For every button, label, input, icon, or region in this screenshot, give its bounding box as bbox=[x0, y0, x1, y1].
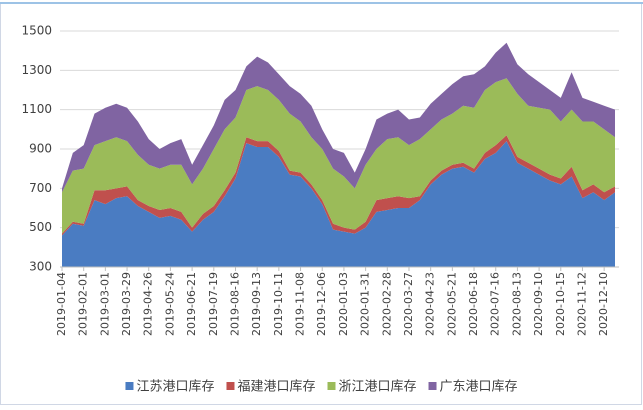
x-tick-label: 2020-01-31 bbox=[359, 272, 372, 336]
x-tick-label: 2020-04-23 bbox=[424, 272, 437, 336]
x-tick-label: 2019-12-06 bbox=[315, 272, 328, 336]
area bbox=[62, 78, 615, 234]
x-tick-label: 2019-03-01 bbox=[98, 272, 111, 336]
x-tick-label: 2019-07-19 bbox=[207, 272, 220, 336]
x-tick-label: 2020-03-27 bbox=[402, 272, 415, 336]
legend-label: 广东港口库存 bbox=[440, 379, 518, 395]
x-tick-label: 2019-05-24 bbox=[163, 272, 176, 336]
x-tick-label: 2019-10-11 bbox=[272, 272, 285, 336]
x-tick-label: 2020-01-03 bbox=[337, 272, 350, 336]
legend-swatch bbox=[428, 382, 437, 390]
legend: 江苏港口库存 福建港口库存 浙江港口库存 广东港口库存 bbox=[125, 379, 518, 395]
x-tick-label: 2020-09-10 bbox=[532, 272, 545, 336]
area bbox=[62, 42, 615, 193]
x-tick-label: 2019-09-13 bbox=[250, 272, 263, 336]
legend-swatch bbox=[226, 382, 235, 390]
x-tick-label: 2019-03-29 bbox=[120, 272, 133, 336]
y-tick-label: 1500 bbox=[21, 24, 52, 38]
x-tick-label: 2020-05-21 bbox=[445, 272, 458, 336]
y-tick-label: 700 bbox=[29, 181, 52, 195]
legend-swatch bbox=[327, 382, 336, 390]
x-tick-label: 2019-04-26 bbox=[142, 272, 155, 336]
x-tick-label: 2020-12-10 bbox=[597, 272, 610, 336]
y-tick-label: 900 bbox=[29, 142, 52, 156]
legend-label: 福建港口库存 bbox=[237, 379, 315, 395]
x-tick-label: 2019-06-21 bbox=[185, 272, 198, 336]
x-tick-label: 2019-11-08 bbox=[294, 272, 307, 336]
area bbox=[62, 141, 615, 267]
x-tick-label: 2020-08-13 bbox=[510, 272, 523, 336]
x-tick-label: 2019-02-01 bbox=[77, 272, 90, 336]
x-tick-label: 2019-01-04 bbox=[55, 272, 68, 336]
y-tick-label: 300 bbox=[29, 260, 52, 274]
y-tick-label: 1300 bbox=[21, 63, 52, 77]
y-tick-label: 500 bbox=[29, 220, 52, 234]
x-tick-label: 2020-07-16 bbox=[489, 272, 502, 336]
x-tick-label: 2020-11-12 bbox=[575, 272, 588, 336]
legend-swatch bbox=[125, 382, 134, 390]
x-tick-label: 2020-02-28 bbox=[380, 272, 393, 336]
y-tick-label: 1100 bbox=[21, 102, 52, 116]
legend-label: 浙江港口库存 bbox=[339, 379, 417, 395]
x-tick-label: 2020-06-18 bbox=[467, 272, 480, 336]
x-tick-label: 2019-08-16 bbox=[228, 272, 241, 336]
legend-label: 江苏港口库存 bbox=[136, 379, 214, 395]
x-tick-label: 2020-10-15 bbox=[554, 272, 567, 336]
